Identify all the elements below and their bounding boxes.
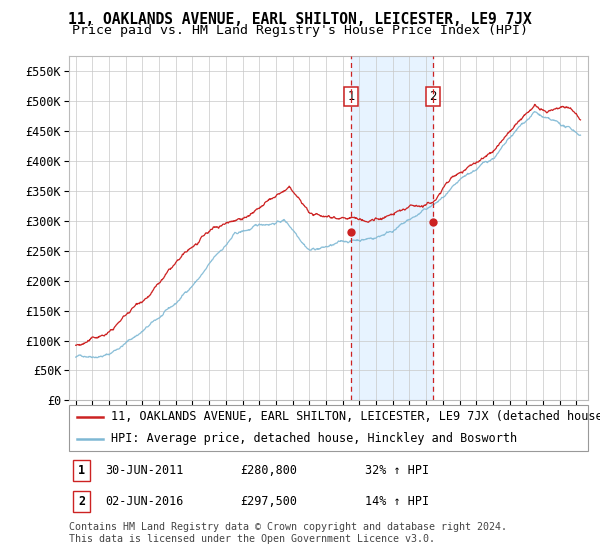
Text: £297,500: £297,500 [240,495,297,508]
Text: 30-JUN-2011: 30-JUN-2011 [106,464,184,477]
Text: 1: 1 [347,90,355,102]
Text: 2: 2 [78,495,85,508]
Text: 02-JUN-2016: 02-JUN-2016 [106,495,184,508]
Text: HPI: Average price, detached house, Hinckley and Bosworth: HPI: Average price, detached house, Hinc… [110,432,517,445]
Text: 1: 1 [78,464,85,477]
FancyBboxPatch shape [73,460,90,481]
Text: 2: 2 [430,90,437,102]
Text: 14% ↑ HPI: 14% ↑ HPI [365,495,429,508]
Text: 32% ↑ HPI: 32% ↑ HPI [365,464,429,477]
FancyBboxPatch shape [69,405,588,451]
FancyBboxPatch shape [73,491,90,512]
Bar [351,56,433,400]
Text: 11, OAKLANDS AVENUE, EARL SHILTON, LEICESTER, LE9 7JX: 11, OAKLANDS AVENUE, EARL SHILTON, LEICE… [68,12,532,27]
Text: £280,800: £280,800 [240,464,297,477]
Text: Contains HM Land Registry data © Crown copyright and database right 2024.
This d: Contains HM Land Registry data © Crown c… [69,522,507,544]
Text: Price paid vs. HM Land Registry's House Price Index (HPI): Price paid vs. HM Land Registry's House … [72,24,528,36]
Text: 11, OAKLANDS AVENUE, EARL SHILTON, LEICESTER, LE9 7JX (detached house): 11, OAKLANDS AVENUE, EARL SHILTON, LEICE… [110,410,600,423]
